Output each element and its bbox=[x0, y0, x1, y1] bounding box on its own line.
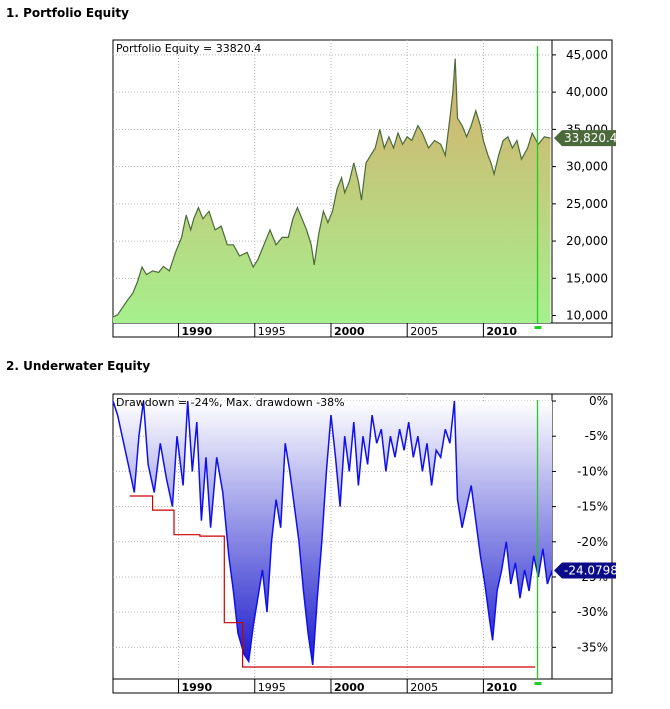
section-title-underwater-equity: 2. Underwater Equity bbox=[6, 359, 151, 373]
drawdown-marker-tick bbox=[534, 682, 542, 685]
drawdown-y-tick-label: -30% bbox=[577, 605, 608, 619]
drawdown-x-tick-label: 1995 bbox=[258, 681, 286, 694]
drawdown-y-tick-label: -20% bbox=[577, 535, 608, 549]
equity-y-tick-label: 25,000 bbox=[566, 197, 608, 211]
equity-x-tick-label: 2000 bbox=[334, 325, 365, 338]
drawdown-series-line bbox=[112, 400, 553, 666]
equity-y-tick-label: 30,000 bbox=[566, 160, 608, 174]
equity-x-tick-label: 2005 bbox=[410, 325, 438, 338]
equity-last-value-label: 33,820.4 bbox=[564, 131, 617, 145]
drawdown-y-tick-label: -15% bbox=[577, 500, 608, 514]
drawdown-y-tick-label: 0% bbox=[589, 394, 608, 408]
equity-x-tick-label: 2010 bbox=[486, 325, 517, 338]
max-drawdown-line bbox=[129, 495, 536, 668]
equity-last-value-badge bbox=[554, 130, 616, 147]
section-title-portfolio-equity: 1. Portfolio Equity bbox=[6, 6, 129, 20]
drawdown-last-value-label: -24.0798 bbox=[564, 563, 618, 577]
equity-marker-tick bbox=[534, 326, 542, 329]
drawdown-y-tick-label: -10% bbox=[577, 464, 608, 478]
equity-y-tick-label: 10,000 bbox=[566, 309, 608, 323]
drawdown-area-fill bbox=[113, 401, 552, 665]
drawdown-chart-title: Drawdown = -24%, Max. drawdown -38% bbox=[116, 396, 345, 409]
equity-x-tick-label: 1995 bbox=[258, 325, 286, 338]
equity-y-tick-label: 15,000 bbox=[566, 271, 608, 285]
equity-x-axis-area bbox=[112, 322, 613, 338]
drawdown-y-tick-label: -5% bbox=[585, 429, 608, 443]
equity-y-tick-label: 40,000 bbox=[566, 85, 608, 99]
equity-y-tick-label: 20,000 bbox=[566, 234, 608, 248]
drawdown-last-value-badge bbox=[554, 562, 616, 579]
drawdown-y-axis-area bbox=[551, 393, 613, 680]
equity-x-tick-label: 1990 bbox=[182, 325, 213, 338]
drawdown-x-tick-label: 2010 bbox=[486, 681, 517, 694]
drawdown-x-tick-label: 2005 bbox=[410, 681, 438, 694]
equity-y-tick-label: 35,000 bbox=[566, 122, 608, 136]
equity-area-fill bbox=[113, 58, 551, 323]
equity-plot-area bbox=[112, 39, 553, 324]
drawdown-plot-area bbox=[112, 393, 553, 680]
drawdown-y-tick-label: -25% bbox=[577, 570, 608, 584]
equity-chart-title: Portfolio Equity = 33820.4 bbox=[116, 42, 261, 55]
drawdown-y-tick-label: -35% bbox=[577, 640, 608, 654]
equity-y-tick-label: 45,000 bbox=[566, 48, 608, 62]
equity-y-axis-area bbox=[551, 39, 613, 324]
drawdown-x-tick-label: 2000 bbox=[334, 681, 365, 694]
drawdown-x-axis-area bbox=[112, 678, 613, 694]
equity-series-line bbox=[112, 58, 551, 318]
drawdown-x-tick-label: 1990 bbox=[182, 681, 213, 694]
